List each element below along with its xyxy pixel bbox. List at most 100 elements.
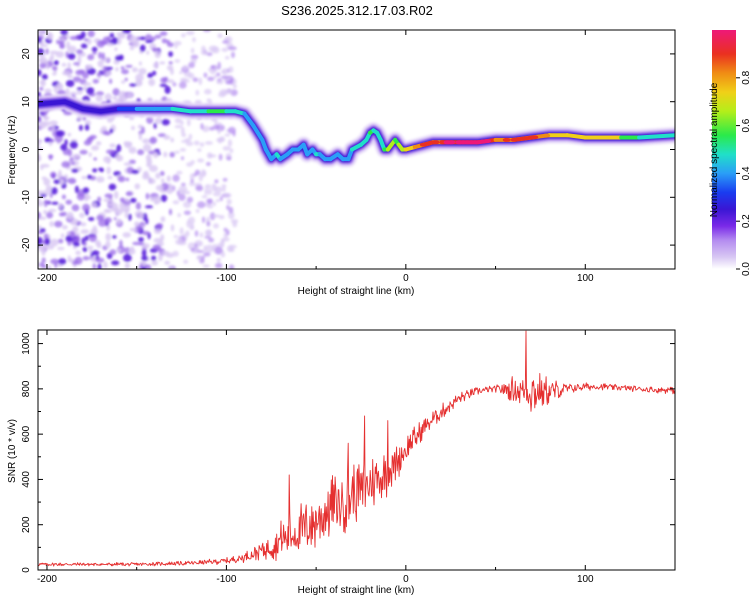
noise-blob	[159, 83, 168, 87]
noise-blob	[65, 79, 75, 88]
noise-blob	[202, 125, 210, 132]
noise-blob	[75, 250, 81, 255]
noise-blob	[57, 246, 65, 251]
noise-blob	[44, 88, 52, 94]
noise-blob	[187, 242, 196, 250]
noise-blob	[71, 168, 79, 173]
noise-blob	[106, 166, 111, 175]
noise-blob	[106, 149, 115, 154]
noise-blob	[108, 202, 114, 207]
noise-blob	[161, 119, 170, 126]
colorbar-label: Normalized spectral amplitude	[709, 82, 720, 217]
noise-blob	[83, 140, 92, 146]
noise-blob	[44, 238, 51, 246]
noise-blob	[179, 227, 184, 235]
noise-blob	[51, 201, 59, 205]
noise-blob	[128, 213, 132, 221]
noise-blob	[174, 59, 181, 63]
noise-blob	[92, 51, 97, 55]
noise-blob	[190, 160, 195, 165]
noise-blob	[141, 249, 147, 257]
noise-blob	[49, 50, 59, 55]
noise-blob	[222, 177, 228, 182]
noise-blob	[170, 68, 174, 75]
noise-blob	[168, 208, 173, 216]
noise-blob	[142, 144, 152, 152]
noise-blob	[111, 260, 120, 266]
noise-blob	[42, 189, 52, 196]
noise-blob	[105, 240, 111, 249]
noise-blob	[195, 89, 200, 96]
noise-blob	[204, 141, 213, 145]
noise-blob	[55, 130, 65, 137]
noise-blob	[91, 202, 98, 208]
noise-blob	[79, 212, 85, 218]
noise-blob	[176, 170, 183, 175]
noise-blob	[74, 185, 79, 194]
noise-blob	[160, 216, 166, 223]
noise-blob	[136, 36, 142, 41]
noise-blob	[81, 175, 87, 180]
noise-blob	[93, 157, 97, 161]
noise-blob	[196, 255, 203, 261]
noise-blob	[161, 178, 165, 184]
noise-blob	[47, 32, 54, 41]
noise-blob	[112, 88, 120, 96]
snr-ylabel: SNR (10 * v/v)	[7, 419, 18, 483]
noise-blob	[38, 236, 43, 244]
noise-blob	[82, 71, 89, 79]
noise-blob	[142, 230, 150, 236]
noise-blob	[137, 81, 143, 86]
noise-blob	[213, 124, 220, 130]
noise-blob	[210, 70, 216, 75]
noise-blob	[120, 66, 125, 70]
noise-blob	[101, 52, 106, 60]
ridge-hotspot	[431, 140, 440, 145]
noise-blob	[74, 256, 83, 265]
noise-blob	[95, 257, 105, 263]
noise-blob	[111, 37, 118, 42]
noise-blob	[141, 255, 148, 262]
noise-blob	[96, 72, 102, 77]
noise-blob	[77, 56, 82, 65]
x-tick-label: 100	[577, 574, 594, 585]
noise-blob	[107, 175, 113, 180]
noise-blob	[87, 136, 95, 141]
noise-blob	[108, 183, 117, 191]
noise-blob	[223, 89, 233, 94]
noise-blob	[222, 40, 229, 44]
x-tick-label: 0	[403, 273, 409, 284]
noise-blob	[112, 235, 117, 239]
noise-blob	[183, 210, 191, 216]
noise-blob	[196, 250, 205, 253]
noise-blob	[207, 198, 213, 205]
noise-blob	[183, 259, 189, 264]
noise-blob	[98, 51, 102, 59]
noise-blob	[147, 72, 154, 78]
noise-blob	[205, 162, 211, 166]
noise-blob	[185, 30, 195, 36]
noise-blob	[151, 260, 158, 266]
noise-blob	[217, 128, 221, 135]
noise-blob	[158, 254, 163, 262]
noise-blob	[135, 202, 142, 210]
ridge-segment	[38, 99, 67, 107]
noise-blob	[96, 242, 102, 249]
noise-blob	[124, 210, 129, 219]
noise-blob	[189, 181, 196, 187]
noise-blob	[142, 173, 150, 180]
noise-blob	[72, 154, 81, 158]
x-tick-label: 100	[577, 273, 594, 284]
noise-blob	[58, 258, 67, 265]
noise-blob	[60, 143, 68, 151]
noise-blob	[196, 201, 206, 209]
noise-blob	[97, 196, 102, 203]
noise-blob	[41, 74, 48, 80]
noise-blob	[61, 194, 66, 200]
noise-blob	[116, 32, 126, 37]
noise-blob	[199, 142, 205, 148]
noise-blob	[179, 148, 187, 152]
ridge-segment	[565, 133, 588, 140]
noise-blob	[49, 221, 54, 227]
